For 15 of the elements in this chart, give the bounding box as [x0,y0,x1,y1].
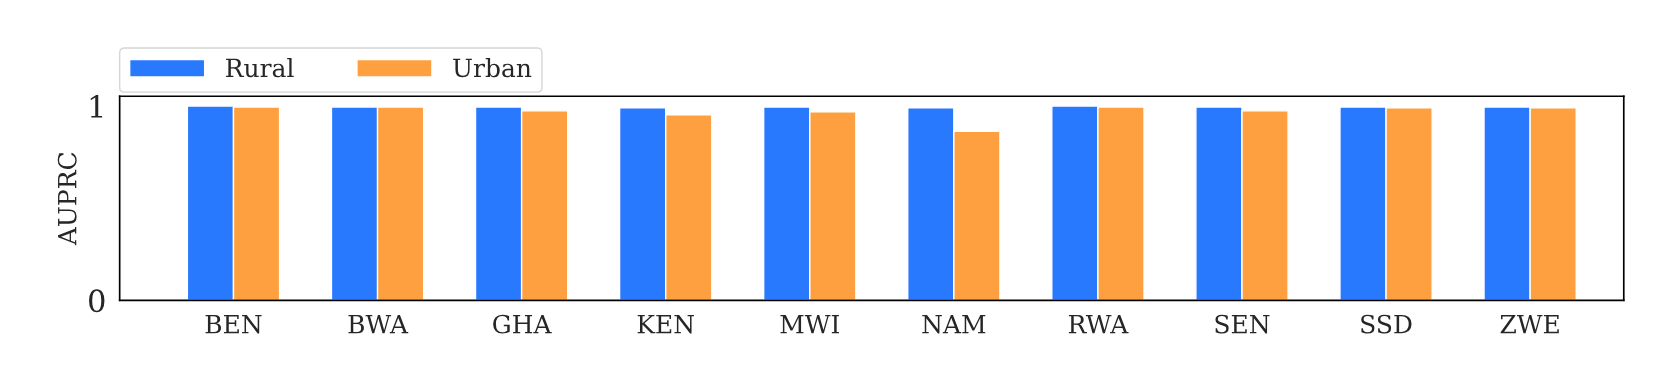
x-tick-label: SSD [1361,314,1412,334]
y-tick-label: 1 [90,94,103,118]
x-tick-label: SEN [1215,314,1270,334]
x-tick-label: GHA [493,314,552,334]
x-tick-label: KEN [637,314,694,334]
x-tick-label: ZWE [1500,314,1559,334]
y-axis-title: AUPRC [57,152,77,246]
legend-label: Rural [226,57,294,78]
x-tick-label: NAM [922,314,986,334]
x-tick-label: BEN [205,314,262,334]
x-tick-label: MWI [780,314,839,334]
x-tick-label: RWA [1068,314,1129,334]
legend-label: Urban [453,57,532,78]
y-tick-label: 0 [89,289,105,313]
x-tick-label: BWA [348,314,409,334]
